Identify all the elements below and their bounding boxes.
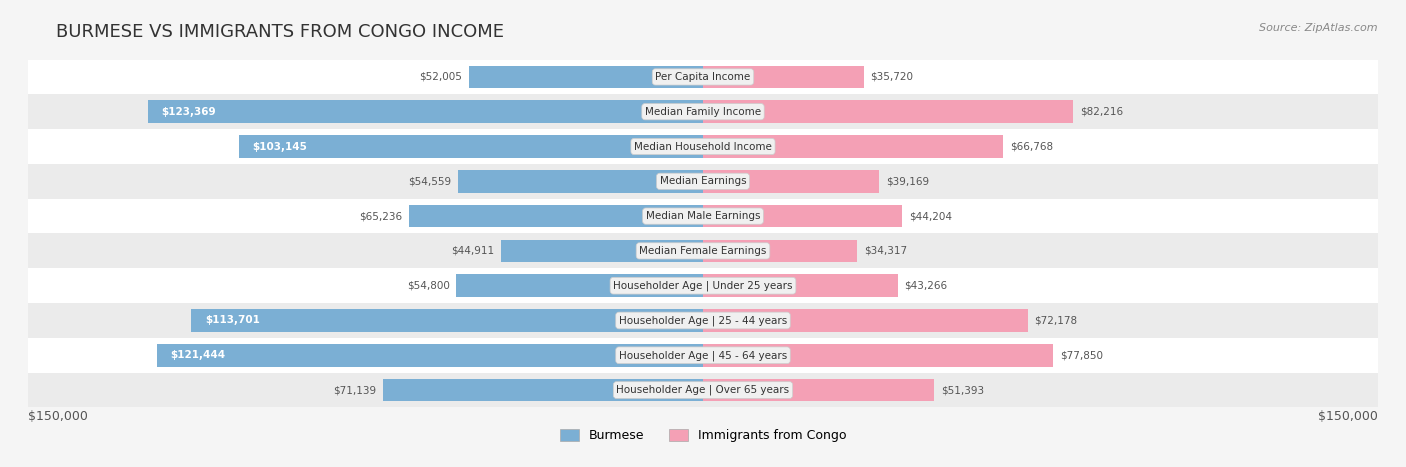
Legend: Burmese, Immigrants from Congo: Burmese, Immigrants from Congo (555, 425, 851, 447)
Bar (501, 240, 703, 262)
Text: $150,000: $150,000 (1317, 410, 1378, 423)
Bar (703, 240, 858, 262)
Bar (703, 309, 1028, 332)
Text: $150,000: $150,000 (28, 410, 89, 423)
FancyBboxPatch shape (28, 269, 1378, 303)
Text: $39,169: $39,169 (886, 177, 929, 186)
Text: $77,850: $77,850 (1060, 350, 1104, 360)
Text: $51,393: $51,393 (941, 385, 984, 395)
FancyBboxPatch shape (28, 198, 1378, 234)
Bar (703, 65, 863, 88)
Text: $54,559: $54,559 (408, 177, 451, 186)
Text: $66,768: $66,768 (1010, 142, 1053, 151)
Text: Householder Age | 25 - 44 years: Householder Age | 25 - 44 years (619, 315, 787, 326)
Text: $72,178: $72,178 (1035, 316, 1077, 325)
Text: $54,800: $54,800 (406, 281, 450, 290)
Text: $71,139: $71,139 (333, 385, 377, 395)
Text: Per Capita Income: Per Capita Income (655, 72, 751, 82)
Text: $44,911: $44,911 (451, 246, 494, 256)
Bar (239, 135, 703, 158)
Text: $43,266: $43,266 (904, 281, 948, 290)
Text: $121,444: $121,444 (170, 350, 225, 360)
Text: $34,317: $34,317 (865, 246, 907, 256)
Bar (703, 344, 1053, 367)
Bar (457, 275, 703, 297)
Text: Householder Age | 45 - 64 years: Householder Age | 45 - 64 years (619, 350, 787, 361)
Bar (703, 379, 934, 402)
Text: Median Household Income: Median Household Income (634, 142, 772, 151)
FancyBboxPatch shape (28, 129, 1378, 164)
Bar (409, 205, 703, 227)
Text: Median Family Income: Median Family Income (645, 107, 761, 117)
FancyBboxPatch shape (28, 338, 1378, 373)
Text: BURMESE VS IMMIGRANTS FROM CONGO INCOME: BURMESE VS IMMIGRANTS FROM CONGO INCOME (56, 23, 505, 42)
Text: Householder Age | Over 65 years: Householder Age | Over 65 years (616, 385, 790, 396)
Text: Source: ZipAtlas.com: Source: ZipAtlas.com (1260, 23, 1378, 33)
Bar (703, 170, 879, 192)
FancyBboxPatch shape (28, 164, 1378, 198)
Bar (382, 379, 703, 402)
Text: Householder Age | Under 25 years: Householder Age | Under 25 years (613, 281, 793, 291)
Bar (457, 170, 703, 192)
Bar (703, 205, 901, 227)
Bar (470, 65, 703, 88)
Text: $65,236: $65,236 (360, 211, 402, 221)
Bar (703, 100, 1073, 123)
Text: Median Earnings: Median Earnings (659, 177, 747, 186)
Text: Median Female Earnings: Median Female Earnings (640, 246, 766, 256)
Text: $35,720: $35,720 (870, 72, 914, 82)
FancyBboxPatch shape (28, 373, 1378, 408)
Bar (703, 135, 1004, 158)
FancyBboxPatch shape (28, 234, 1378, 269)
Bar (148, 100, 703, 123)
Bar (703, 275, 897, 297)
FancyBboxPatch shape (28, 59, 1378, 94)
Text: Median Male Earnings: Median Male Earnings (645, 211, 761, 221)
Bar (156, 344, 703, 367)
Text: $123,369: $123,369 (162, 107, 217, 117)
Text: $52,005: $52,005 (419, 72, 463, 82)
FancyBboxPatch shape (28, 94, 1378, 129)
Bar (191, 309, 703, 332)
Text: $113,701: $113,701 (205, 316, 260, 325)
FancyBboxPatch shape (28, 303, 1378, 338)
Text: $82,216: $82,216 (1080, 107, 1123, 117)
Text: $44,204: $44,204 (908, 211, 952, 221)
Text: $103,145: $103,145 (253, 142, 308, 151)
